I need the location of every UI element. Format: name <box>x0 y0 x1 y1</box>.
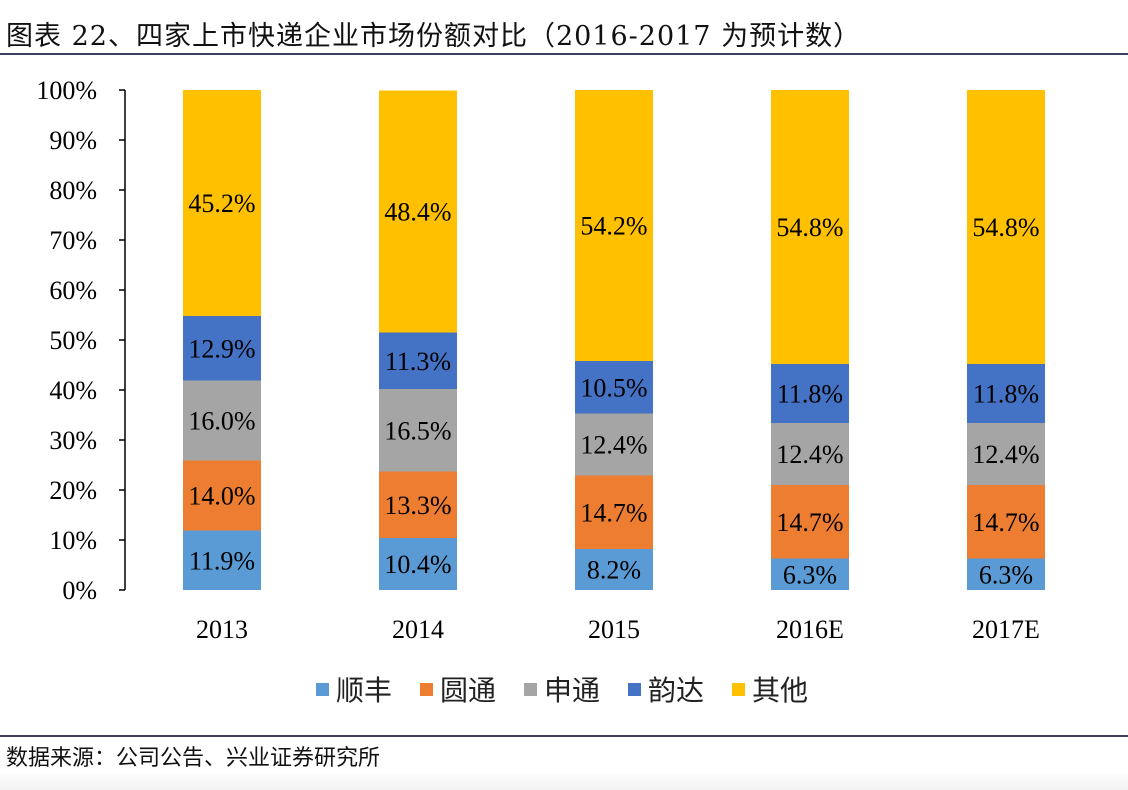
data-source: 数据来源：公司公告、兴业证券研究所 <box>6 746 381 771</box>
footer-background <box>0 772 1128 790</box>
bar-segment <box>183 380 261 461</box>
bar-segment <box>771 364 849 423</box>
data-label: 12.9% <box>188 334 255 363</box>
data-label: 12.4% <box>972 440 1039 469</box>
x-tick-label: 2014 <box>392 615 444 644</box>
bar-segment <box>379 471 457 538</box>
y-tick-label: 50% <box>49 326 97 355</box>
bar-segment <box>771 558 849 590</box>
y-tick-label: 70% <box>49 226 97 255</box>
bar-segment <box>183 90 261 316</box>
bar-segment <box>379 332 457 389</box>
data-label: 16.5% <box>384 416 451 445</box>
bar-segment <box>771 485 849 559</box>
x-tick-label: 2016E <box>776 615 844 644</box>
y-tick-label: 80% <box>49 176 97 205</box>
x-tick-label: 2013 <box>196 615 248 644</box>
y-tick-label: 10% <box>49 526 97 555</box>
y-tick-label: 60% <box>49 276 97 305</box>
data-label: 16.0% <box>188 407 255 436</box>
data-label: 10.4% <box>384 550 451 579</box>
legend-swatch <box>420 683 433 696</box>
bar-segment <box>183 316 261 381</box>
bar-segment <box>379 90 457 333</box>
data-label: 45.2% <box>188 189 255 218</box>
x-tick-label: 2015 <box>588 615 640 644</box>
bar-segment <box>967 423 1045 485</box>
legend-label: 申通 <box>544 674 600 707</box>
data-label: 14.0% <box>188 482 255 511</box>
y-tick-label: 20% <box>49 476 97 505</box>
legend-label: 韵达 <box>648 674 704 707</box>
bar-segment <box>575 90 653 361</box>
bar-segment <box>967 90 1045 364</box>
data-label: 54.2% <box>580 212 647 241</box>
data-label: 11.9% <box>189 546 255 575</box>
bar-segment <box>771 423 849 485</box>
y-tick-label: 0% <box>62 576 97 605</box>
stacked-bar-chart: 0% 10% 20% 30% 40% 50% 60% 70% 80% 90% 100% 11.9% 14… <box>36 76 1045 707</box>
data-label: 8.2% <box>587 556 641 585</box>
chart-title: 图表 22、四家上市快递企业市场份额对比（2016-2017 为预计数） <box>6 21 862 52</box>
data-label: 11.3% <box>385 347 451 376</box>
legend-swatch <box>628 683 641 696</box>
data-label: 14.7% <box>972 508 1039 537</box>
bar-segment <box>575 549 653 590</box>
source-divider <box>0 735 1128 737</box>
bar-segment <box>771 90 849 364</box>
legend-swatch <box>524 683 537 696</box>
bar-segment <box>967 485 1045 559</box>
bar-segment <box>575 475 653 549</box>
bar-segment <box>967 364 1045 423</box>
data-label: 54.8% <box>972 213 1039 242</box>
data-label: 12.4% <box>580 431 647 460</box>
bar-segment <box>183 460 261 531</box>
data-label: 13.3% <box>384 491 451 520</box>
legend-swatch <box>316 683 329 696</box>
legend-label: 圆通 <box>440 674 496 707</box>
y-tick-label: 90% <box>49 126 97 155</box>
data-label: 6.3% <box>979 560 1033 589</box>
legend-label: 顺丰 <box>336 674 392 707</box>
legend-label: 其他 <box>752 674 808 707</box>
data-label: 14.7% <box>776 508 843 537</box>
data-label: 11.8% <box>777 380 843 409</box>
bar-segment <box>379 538 457 590</box>
y-tick-label: 30% <box>49 426 97 455</box>
x-tick-label: 2017E <box>972 615 1040 644</box>
data-label: 10.5% <box>580 373 647 402</box>
bar-segment <box>379 389 457 472</box>
data-label: 12.4% <box>776 440 843 469</box>
y-tick-label: 100% <box>36 76 97 105</box>
bar-segment <box>575 361 653 414</box>
bar-segment <box>967 558 1045 590</box>
data-label: 6.3% <box>783 560 837 589</box>
data-label: 14.7% <box>580 498 647 527</box>
data-label: 54.8% <box>776 213 843 242</box>
legend-swatch <box>732 683 745 696</box>
bar-segment <box>575 413 653 476</box>
bar-segment <box>183 530 261 590</box>
y-tick-label: 40% <box>49 376 97 405</box>
data-label: 48.4% <box>384 198 451 227</box>
data-label: 11.8% <box>973 380 1039 409</box>
title-divider <box>0 53 1128 55</box>
